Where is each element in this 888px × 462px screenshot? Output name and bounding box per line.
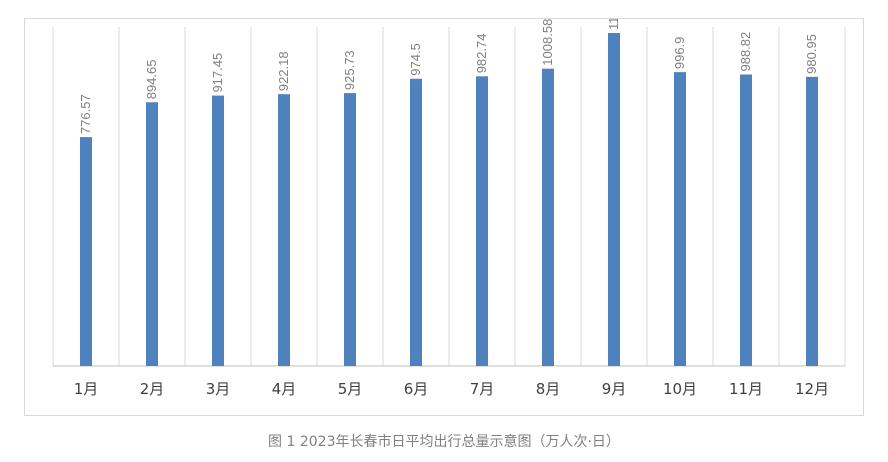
bar (344, 93, 356, 366)
x-tick-label: 10月 (663, 380, 697, 398)
figure-caption: 图 1 2023年长春市日平均出行总量示意图（万人次·日） (268, 434, 620, 450)
data-label: 894.65 (144, 60, 159, 100)
data-label: 974.5 (408, 43, 423, 76)
bar (542, 68, 554, 366)
x-tick-label: 8月 (536, 380, 561, 398)
bar (740, 74, 752, 366)
bar (80, 137, 92, 366)
x-tick-label: 6月 (404, 380, 429, 398)
bar (806, 76, 818, 366)
data-label: 776.57 (78, 94, 93, 134)
x-tick-label: 11月 (729, 380, 763, 398)
bar (278, 94, 290, 366)
data-label: 925.73 (342, 50, 357, 90)
x-tick-label: 1月 (74, 380, 99, 398)
bar (476, 76, 488, 366)
bar (212, 95, 224, 366)
x-tick-label: 3月 (206, 380, 231, 398)
bar (146, 102, 158, 366)
bar-chart: 776.57 1月 894.65 2月 917.45 3月 922.18 4月 925.73 5月… (52, 19, 846, 398)
bar (674, 72, 686, 366)
bar (608, 32, 620, 366)
x-tick-label: 9月 (602, 380, 627, 398)
x-tick-label: 5月 (338, 380, 363, 398)
data-label: 988.82 (738, 32, 753, 72)
x-tick-label: 4月 (272, 380, 297, 398)
data-label: 980.95 (804, 34, 819, 74)
chart-frame: 776.57 1月 894.65 2月 917.45 3月 922.18 4月 925.73 5月… (24, 18, 864, 416)
data-label: 917.45 (210, 53, 225, 93)
x-tick-label: 7月 (470, 380, 495, 398)
data-label: 1008.58 (540, 19, 555, 66)
bar (410, 78, 422, 366)
data-label: 1129.8 (606, 19, 621, 30)
data-label: 922.18 (276, 51, 291, 91)
data-label: 996.9 (672, 37, 687, 70)
data-label: 982.74 (474, 34, 489, 74)
x-tick-label: 2月 (140, 380, 165, 398)
x-tick-label: 12月 (795, 380, 829, 398)
